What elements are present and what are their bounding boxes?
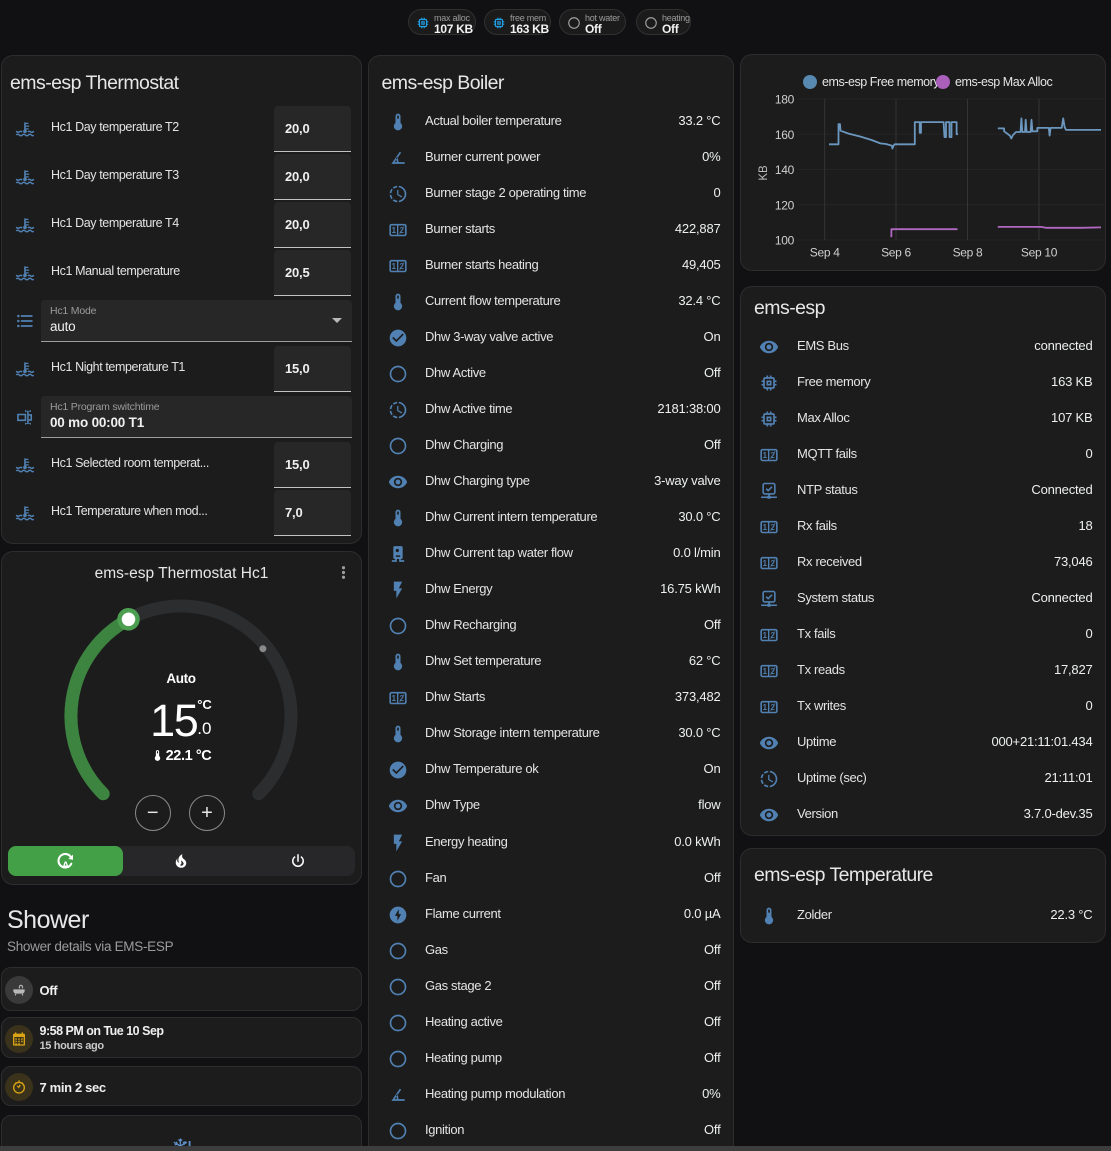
svg-text:1: 1 (391, 695, 396, 704)
svg-text:180: 180 (775, 93, 795, 107)
svg-text:A: A (62, 860, 69, 871)
svg-text:Sep 6: Sep 6 (881, 246, 911, 260)
svg-text:1: 1 (763, 668, 768, 677)
svg-text:1: 1 (763, 559, 768, 568)
svg-text:Sep 4: Sep 4 (810, 246, 840, 260)
svg-text:140: 140 (775, 163, 795, 177)
svg-text:Sep 8: Sep 8 (953, 246, 983, 260)
svg-text:Sep 10: Sep 10 (1021, 246, 1058, 260)
svg-text:100: 100 (775, 234, 795, 248)
svg-text:1: 1 (391, 226, 396, 235)
svg-text:160: 160 (775, 128, 795, 142)
svg-text:1: 1 (763, 631, 768, 640)
svg-text:1: 1 (763, 523, 768, 532)
svg-text:120: 120 (775, 198, 795, 212)
svg-text:1: 1 (763, 704, 768, 713)
svg-text:1: 1 (763, 451, 768, 460)
svg-text:KB: KB (758, 165, 770, 181)
svg-text:1: 1 (391, 262, 396, 271)
